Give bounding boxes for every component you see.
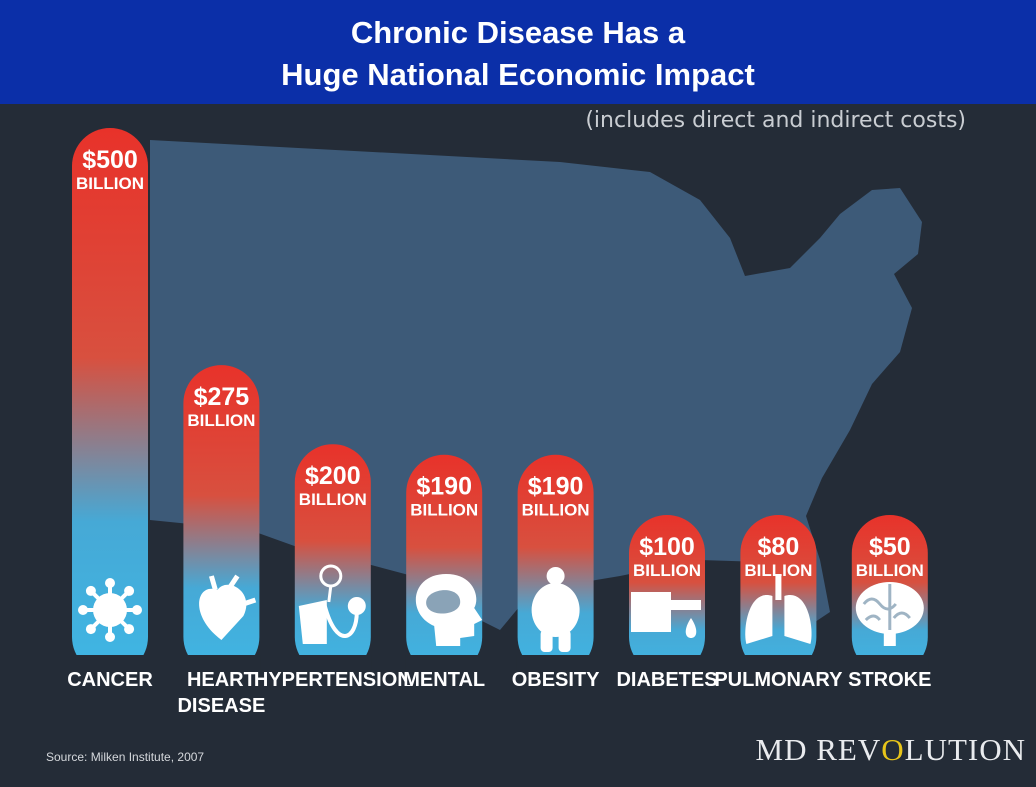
value-label-stroke: $50 bbox=[869, 533, 911, 561]
category-label-heart-disease: HEART bbox=[187, 669, 256, 691]
category-label-mental: MENTAL bbox=[403, 669, 485, 691]
finger-drop-icon bbox=[631, 592, 701, 638]
title-banner: Chronic Disease Has a Huge National Econ… bbox=[0, 0, 1036, 104]
unit-label-mental: BILLION bbox=[410, 501, 478, 520]
blood-pressure-icon bbox=[298, 564, 366, 644]
category-label-stroke: STROKE bbox=[848, 669, 931, 691]
value-label-diabetes: $100 bbox=[639, 533, 695, 561]
bars-group: $500BILLIONCANCER$275BILLIONHEARTDISEASE… bbox=[67, 128, 931, 717]
source-note: Source: Milken Institute, 2007 bbox=[46, 750, 205, 764]
unit-label-obesity: BILLION bbox=[522, 501, 590, 520]
unit-label-stroke: BILLION bbox=[856, 561, 924, 580]
unit-label-cancer: BILLION bbox=[76, 174, 144, 193]
brand-text-end: LUTION bbox=[904, 732, 1026, 767]
unit-label-diabetes: BILLION bbox=[633, 561, 701, 580]
value-label-obesity: $190 bbox=[528, 473, 584, 501]
lungs-icon bbox=[745, 574, 812, 644]
title-line-1: Chronic Disease Has a bbox=[350, 15, 686, 50]
brand-logo: MD REVOLUTION bbox=[756, 732, 1026, 768]
bar-cancer bbox=[72, 128, 148, 675]
category-label-pulmonary: PULMONARY bbox=[714, 669, 843, 691]
value-label-cancer: $500 bbox=[82, 146, 138, 174]
brand-text-o: O bbox=[881, 732, 905, 767]
person-icon bbox=[531, 567, 580, 652]
category-label-heart-disease-line-2: DISEASE bbox=[177, 695, 265, 717]
brand-text-start: MD REV bbox=[755, 732, 882, 767]
category-label-obesity: OBESITY bbox=[512, 669, 600, 691]
virus-icon bbox=[78, 578, 142, 642]
unit-label-pulmonary: BILLION bbox=[744, 561, 812, 580]
category-label-hypertension: HYPERTENSION bbox=[254, 669, 412, 691]
value-label-pulmonary: $80 bbox=[758, 533, 800, 561]
category-label-cancer: CANCER bbox=[67, 669, 153, 691]
category-label-diabetes: DIABETES bbox=[616, 669, 717, 691]
value-label-hypertension: $200 bbox=[305, 462, 361, 490]
title-line-2: Huge National Economic Impact bbox=[281, 57, 755, 92]
heart-icon bbox=[199, 574, 257, 640]
unit-label-heart-disease: BILLION bbox=[187, 411, 255, 430]
unit-label-hypertension: BILLION bbox=[299, 490, 367, 509]
brain-icon bbox=[855, 582, 924, 646]
value-label-heart-disease: $275 bbox=[194, 383, 250, 411]
subtitle: (includes direct and indirect costs) bbox=[585, 108, 966, 133]
value-label-mental: $190 bbox=[416, 473, 472, 501]
head-brain-icon bbox=[415, 574, 483, 646]
